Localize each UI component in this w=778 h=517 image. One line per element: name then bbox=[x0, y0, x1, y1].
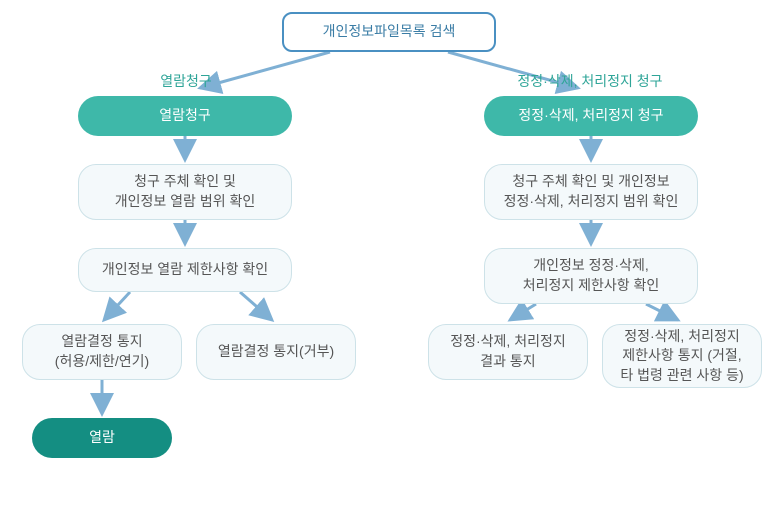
right-n2: 청구 주체 확인 및 개인정보정정·삭제, 처리정지 범위 확인 bbox=[484, 164, 698, 220]
left-n2: 청구 주체 확인 및개인정보 열람 범위 확인 bbox=[78, 164, 292, 220]
right-n4b: 정정·삭제, 처리정지제한사항 통지 (거절,타 법령 관련 사항 등) bbox=[602, 324, 762, 388]
right-n4a: 정정·삭제, 처리정지결과 통지 bbox=[428, 324, 588, 380]
root-node: 개인정보파일목록 검색 bbox=[282, 12, 496, 52]
right-n3: 개인정보 정정·삭제,처리정지 제한사항 확인 bbox=[484, 248, 698, 304]
left-n5: 열람 bbox=[32, 418, 172, 458]
left-n1: 열람청구 bbox=[78, 96, 292, 136]
left-n4b: 열람결정 통지(거부) bbox=[196, 324, 356, 380]
left-n3: 개인정보 열람 제한사항 확인 bbox=[78, 248, 292, 292]
right-n1: 정정·삭제, 처리정지 청구 bbox=[484, 96, 698, 136]
left-branch-label: 열람청구 bbox=[126, 72, 246, 92]
right-branch-label: 정정·삭제, 처리정지 청구 bbox=[490, 72, 690, 92]
left-n4a: 열람결정 통지(허용/제한/연기) bbox=[22, 324, 182, 380]
